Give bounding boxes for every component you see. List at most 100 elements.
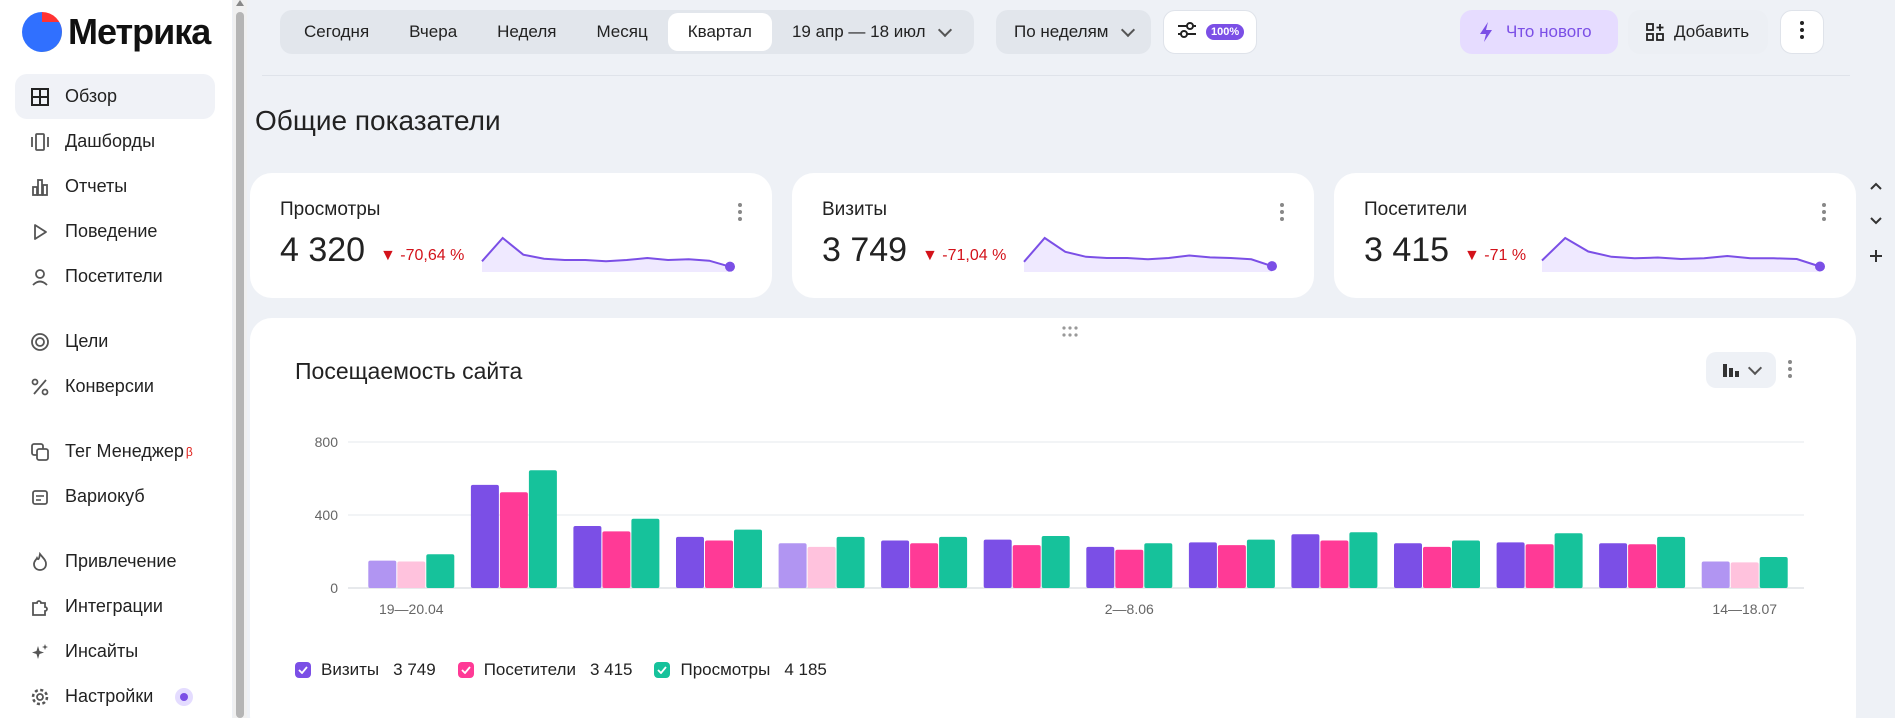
more-vertical-icon[interactable] [738,203,742,221]
bar-visits[interactable] [470,484,499,588]
bar-visits[interactable] [1496,542,1525,588]
sparkline-line [1541,236,1821,268]
sidebar-item-dashboards[interactable]: Дашборды [15,119,215,164]
more-vertical-icon[interactable] [1280,203,1284,221]
bar-visitors[interactable] [910,543,939,588]
bar-pageviews[interactable] [426,554,455,588]
bar-visitors[interactable] [1628,544,1657,588]
bar-visits[interactable] [676,536,704,588]
scrollbar-thumb[interactable] [236,12,244,718]
bar-visits[interactable] [573,526,602,588]
sidebar-item-insights[interactable]: Инсайты [15,629,215,674]
dashboards-icon [29,131,51,153]
sidebar-item-overview[interactable]: Обзор [15,74,215,119]
bar-visits[interactable] [368,560,397,588]
collapse-up-button[interactable] [1862,172,1890,200]
legend-item-visitors[interactable]: Посетители 3 415 [457,660,632,680]
bar-pageviews[interactable] [528,470,557,588]
x-tick-label: 19—20.04 [379,601,444,617]
metric-title: Посетители [1364,199,1468,220]
period-quarter[interactable]: Квартал [667,13,772,51]
bar-visitors[interactable] [1320,540,1349,589]
sidebar-item-variocube[interactable]: Вариокуб [15,474,215,519]
grouping-select[interactable]: По неделям [996,10,1151,54]
bar-visitors[interactable] [602,531,631,588]
sampling-button[interactable]: 100% [1163,10,1258,54]
legend-item-pageviews[interactable]: Просмотры 4 185 [654,660,827,680]
bar-pageviews[interactable] [1041,536,1070,588]
bar-visits[interactable] [1291,534,1320,588]
bar-pageviews[interactable] [1144,543,1173,588]
bar-visitors[interactable] [1115,549,1144,588]
bar-visitors[interactable] [397,561,426,589]
bar-visits[interactable] [1394,543,1422,588]
bar-pageviews[interactable] [734,529,762,588]
bar-visits[interactable] [983,539,1012,588]
bar-pageviews[interactable] [1246,539,1275,588]
sidebar-item-behavior[interactable]: Поведение [15,209,215,254]
period-today[interactable]: Сегодня [304,22,370,41]
drag-handle-icon[interactable] [1062,326,1078,338]
bar-pageviews[interactable] [1657,536,1686,588]
sidebar-item-label: Обзор [65,86,117,106]
logo[interactable]: Метрика [22,11,211,52]
legend-item-visits[interactable]: Визиты 3 749 [295,660,436,680]
bar-visits[interactable] [1599,543,1628,588]
bar-visitors[interactable] [1423,546,1451,588]
add-button[interactable]: Добавить [1628,10,1768,54]
add-label: Добавить [1674,22,1750,41]
chart-title: Посещаемость сайта [295,358,523,384]
metric-delta: ▼ -70,64 % [380,247,465,264]
sparkline-area [1542,238,1820,272]
bar-visitors[interactable] [807,546,836,588]
sidebar-item-settings[interactable]: Настройки [15,674,215,718]
bar-visitors[interactable] [1525,544,1554,588]
sidebar-item-goals[interactable]: Цели [15,319,215,364]
sidebar-item-integrations[interactable]: Интеграции [15,584,215,629]
sidebar-item-acquisition[interactable]: Привлечение [15,539,215,584]
more-menu-button[interactable] [1780,10,1824,54]
chart-type-select[interactable] [1706,352,1776,388]
sidebar-item-visitors[interactable]: Посетители [15,254,215,299]
whats-new-button[interactable]: Что нового [1460,10,1618,54]
x-tick-label: 14—18.07 [1712,601,1777,617]
metric-card-pageviews[interactable]: Просмотры 4 320 ▼ -70,64 % [250,173,772,298]
bar-visitors[interactable] [705,540,733,589]
bar-visits[interactable] [1188,542,1217,588]
bar-pageviews[interactable] [1759,557,1788,588]
metric-card-visitors[interactable]: Посетители 3 415 ▼ -71 % [1334,173,1856,298]
bar-visitors[interactable] [1217,545,1246,588]
bar-visits[interactable] [778,543,807,588]
period-yesterday[interactable]: Вчера [409,22,458,41]
bar-visits[interactable] [1086,546,1115,588]
bar-visits[interactable] [1701,561,1730,589]
sidebar-item-tag-manager[interactable]: Тег Менеджер β [15,429,215,474]
expand-down-button[interactable] [1862,207,1890,235]
bar-visitors[interactable] [1730,562,1759,588]
bar-pageviews[interactable] [1554,533,1583,589]
date-range-picker[interactable]: 19 апр — 18 июл [772,13,970,51]
sidebar-item-conversions[interactable]: Конверсии [15,364,215,409]
metric-card-visits[interactable]: Визиты 3 749 ▼ -71,04 % [792,173,1314,298]
period-week[interactable]: Неделя [497,22,557,41]
bar-pageviews[interactable] [631,518,660,588]
sidebar-scrollbar[interactable] [233,0,247,718]
period-month[interactable]: Месяц [596,22,648,41]
add-metric-button[interactable] [1862,242,1890,270]
add-widget-icon [1646,23,1664,41]
sidebar-item-reports[interactable]: Отчеты [15,164,215,209]
variocube-icon [29,486,51,508]
more-vertical-icon[interactable] [1788,360,1792,378]
scroll-up-arrow-icon[interactable] [236,0,244,6]
bar-visitors[interactable] [499,492,528,588]
more-vertical-icon[interactable] [1822,203,1826,221]
sparkline-line [481,236,731,268]
bar-pageviews[interactable] [1452,540,1480,589]
bar-visitors[interactable] [1012,545,1041,588]
bar-pageviews[interactable] [939,536,968,588]
bar-pageviews[interactable] [836,536,865,588]
metric-delta: ▼ -71,04 % [922,247,1007,264]
tag-manager-icon [29,441,51,463]
bar-pageviews[interactable] [1349,532,1378,588]
bar-visits[interactable] [881,540,910,589]
